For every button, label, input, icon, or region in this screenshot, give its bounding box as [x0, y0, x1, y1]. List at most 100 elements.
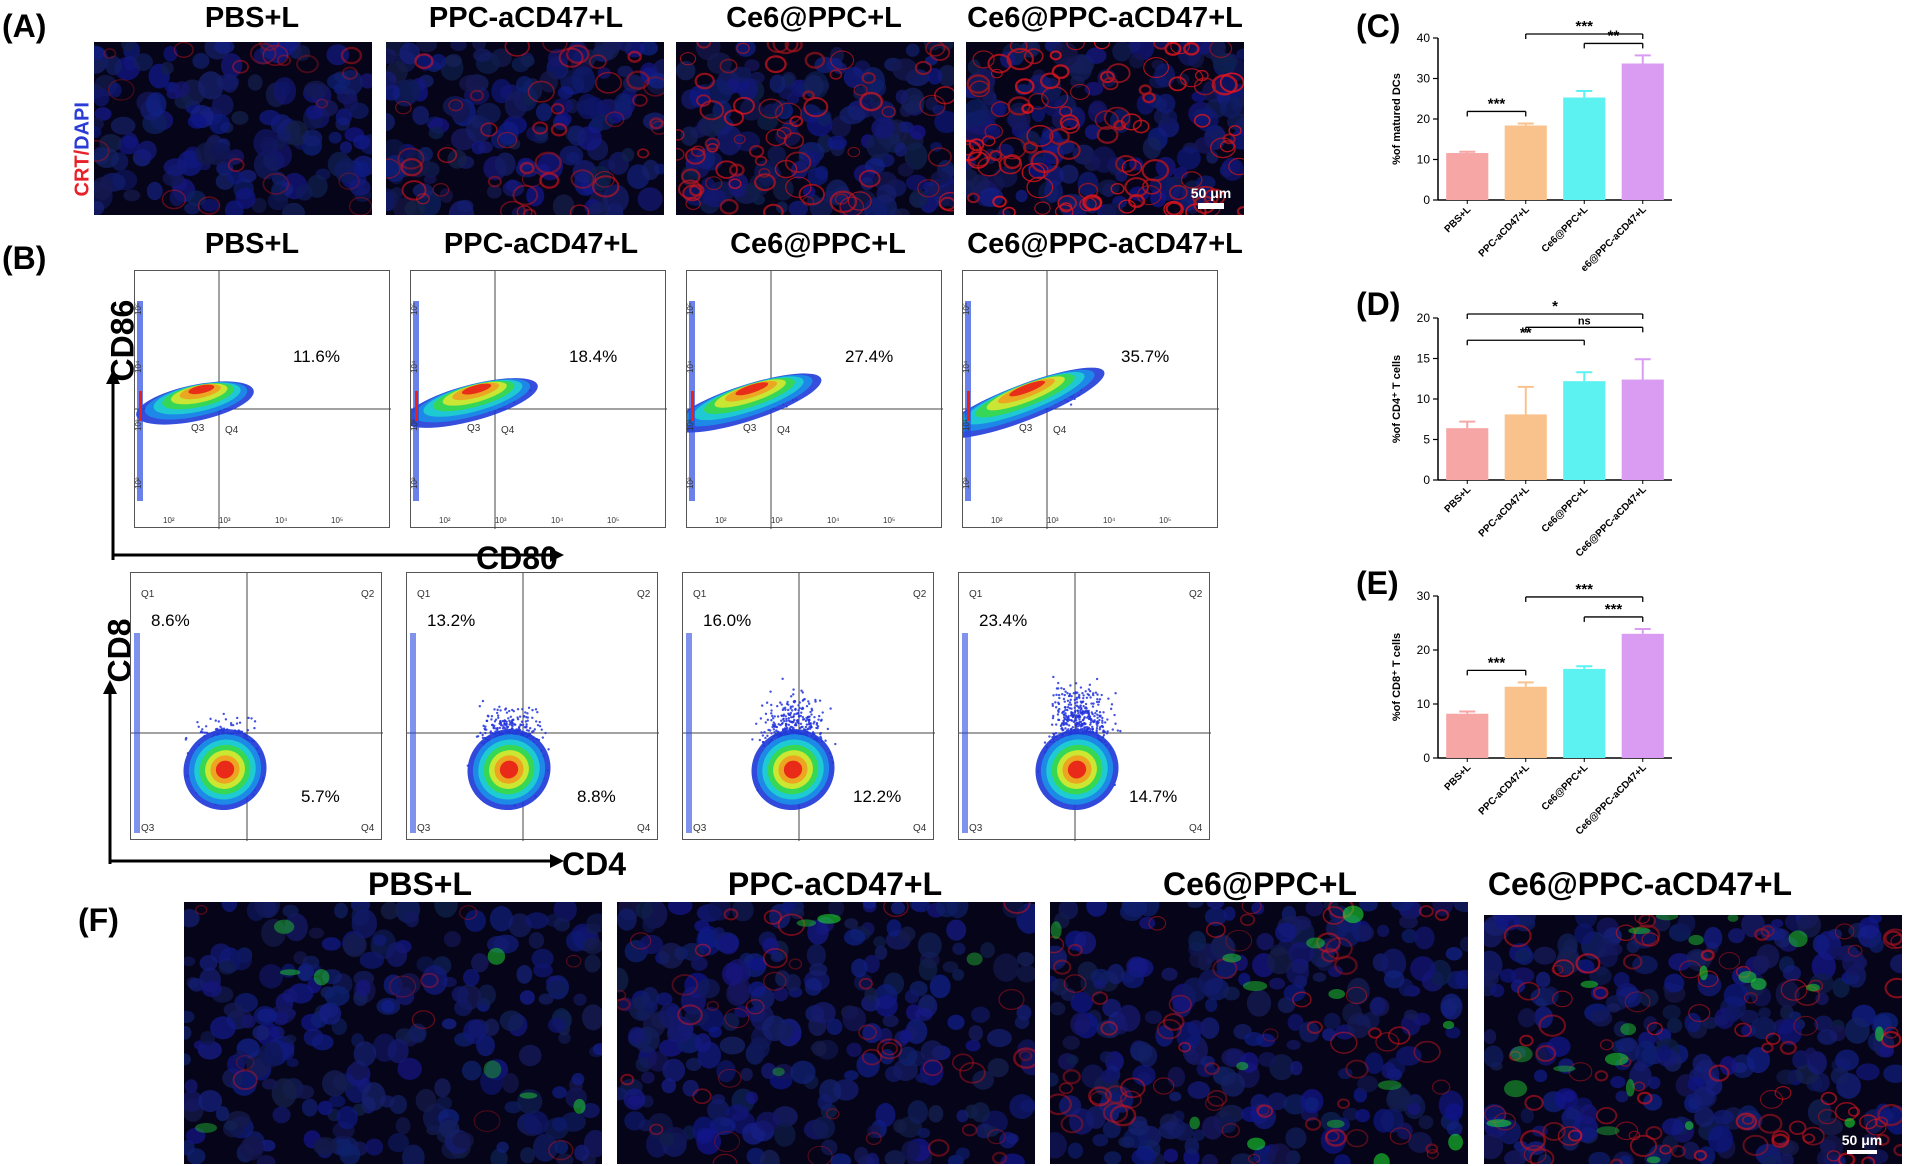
dc0-xtick-0: 10²	[163, 516, 175, 525]
dc3-ytick-0: 10²	[963, 477, 971, 489]
dc1-ytick-2: 10⁴	[411, 360, 419, 373]
panelE-sig-bracket-2	[1525, 596, 1644, 602]
panelC-bar-2	[1563, 97, 1606, 200]
tc3-q1-percent: 23.4%	[979, 611, 1028, 630]
panelC-ytick-4: 40	[1417, 31, 1431, 45]
panelA-title-1: PBS+L	[204, 2, 300, 34]
dc0-ytick-1: 10³	[135, 419, 143, 431]
panelD-sig-bracket-2	[1525, 326, 1644, 333]
panelE-bar-0	[1446, 713, 1489, 758]
panelC-errorbar-2	[1576, 90, 1593, 98]
panelB-t-plot-ce6ppc: Q1 Q2 Q3 Q4 16.0% 12.2%	[682, 572, 935, 841]
panelC-errorbar-3	[1634, 54, 1651, 64]
dc3-q3-label: Q3	[1019, 423, 1033, 434]
dc1-ytick-3: 10⁵	[411, 303, 419, 315]
panel-label-f: (F)	[78, 902, 119, 938]
panelD-bar-2	[1563, 381, 1606, 480]
panelE-sig-label-2: ***	[1575, 581, 1593, 598]
dc0-ytick-0: 10²	[135, 477, 143, 489]
panelE-ylabel: %of CD8⁺ T cells	[1391, 633, 1403, 721]
dc2-q4-label: Q4	[777, 425, 791, 436]
tc0-q4-percent: 5.7%	[301, 787, 340, 806]
panelE-errorbar-2	[1576, 665, 1593, 669]
dc3-q4-label: Q4	[1053, 425, 1067, 436]
panelD-sig-bracket-0	[1466, 339, 1585, 346]
panelA-scale-bar: 50 μm	[1186, 185, 1236, 209]
tc2-q1-percent: 16.0%	[703, 611, 752, 630]
dc0-q3-label: Q3	[191, 423, 205, 434]
panelA-title-4: Ce6@PPC-aCD47+L	[967, 2, 1243, 34]
dc3-xtick-2: 10⁴	[1103, 516, 1116, 525]
tc1-q4-percent: 8.8%	[577, 787, 616, 806]
dc0-ytick-3: 10⁵	[135, 303, 143, 315]
panelA-stain-part-2: DAPI	[71, 102, 94, 150]
tc3-q4-percent: 14.7%	[1129, 787, 1178, 806]
panelF-scale-bar: 50 μm	[1834, 1132, 1890, 1154]
panelB-dc-plot-ppc: 10² 10³ 10⁴ 10⁵ 10² 10³ 10⁴ 10⁵ Q3 Q4 18.4%	[410, 270, 667, 529]
panelD-bar-3	[1621, 379, 1664, 480]
panelD-bar-0	[1446, 428, 1489, 480]
panelA-image-ce6ppc	[676, 42, 954, 215]
panelD-sig-label-2: ns	[1578, 315, 1591, 327]
panelC-ytick-2: 20	[1417, 112, 1431, 126]
dc1-q4-label: Q4	[501, 425, 515, 436]
panelA-image-pbs	[94, 42, 372, 215]
panelF-image-ce6ppc	[1050, 902, 1468, 1164]
dc2-xtick-2: 10⁴	[827, 516, 840, 525]
panelB-title-1: PBS+L	[204, 228, 300, 260]
tc0-quad-q3: Q3	[141, 823, 155, 834]
tc0-quad-q4: Q4	[361, 823, 375, 834]
panelA-stain-label: CRT/DAPI	[71, 47, 95, 196]
panelC-errorbar-0	[1459, 150, 1476, 154]
tc2-quad-q3: Q3	[693, 823, 707, 834]
panelC-ytick-1: 10	[1417, 153, 1431, 167]
panelC-xlabel-2: Ce6@PPC+L	[1540, 204, 1591, 255]
panelD-ylabel: %of CD4⁺ T cells	[1391, 355, 1403, 443]
dc3-ytick-1: 10³	[963, 419, 971, 431]
panelC-ytick-3: 30	[1417, 72, 1431, 86]
panelF-image-ce6ppc-acd47: 50 μm	[1484, 915, 1902, 1164]
panelC-ytick-0: 0	[1423, 193, 1430, 207]
dc3-xtick-0: 10²	[991, 516, 1003, 525]
tc1-quad-q4: Q4	[637, 823, 651, 834]
tc0-quad-q2: Q2	[361, 589, 375, 600]
panelB-t-axis-arrows	[103, 680, 564, 868]
panelE-errorbar-1	[1517, 681, 1534, 687]
panelC-bar-3	[1621, 63, 1664, 200]
panelC-sig-label-2: ***	[1575, 20, 1593, 35]
dc1-ytick-0: 10²	[411, 477, 419, 489]
dc1-xtick-2: 10⁴	[551, 516, 564, 525]
dc0-q4-label: Q4	[225, 425, 239, 436]
dc2-ytick-3: 10⁵	[687, 303, 695, 315]
panel-label-c: (C)	[1356, 8, 1401, 44]
panelD-ytick-0: 0	[1423, 473, 1430, 487]
panelE-xlabel-2: Ce6@PPC+L	[1540, 762, 1591, 813]
panelC-xlabel-0: PBS+L	[1443, 204, 1474, 235]
panelB-x-axis-cd4: CD4	[562, 846, 627, 882]
dc2-ytick-0: 10²	[687, 477, 695, 489]
dc2-xtick-0: 10²	[715, 516, 727, 525]
panelC-bar-1	[1504, 125, 1547, 200]
panelD-sig-label-0: **	[1520, 324, 1532, 341]
panelC-sig-label-0: ***	[1488, 95, 1506, 112]
panelD-ytick-1: 5	[1423, 433, 1430, 447]
panelC-xlabel-3: e6@PPC-aCD47+L	[1579, 204, 1649, 274]
panelA-title-3: Ce6@PPC+L	[726, 2, 902, 34]
tc1-q1-percent: 13.2%	[427, 611, 476, 630]
panelB-title-4: Ce6@PPC-aCD47+L	[967, 228, 1243, 260]
tc2-quad-q4: Q4	[913, 823, 927, 834]
panelD-xlabel-2: Ce6@PPC+L	[1540, 484, 1591, 535]
tc3-quad-q2: Q2	[1189, 589, 1203, 600]
panelF-image-pbs	[184, 902, 602, 1164]
panelD-sig-label-1: *	[1552, 300, 1558, 315]
panelC-ylabel: %of matured DCs	[1391, 73, 1403, 165]
tc2-quad-q1: Q1	[693, 589, 707, 600]
panelB-dc-plot-ce6ppc: 10² 10³ 10⁴ 10⁵ 10² 10³ 10⁴ 10⁵ Q3 Q4 27.4%	[686, 270, 943, 529]
dc0-xtick-2: 10⁴	[275, 516, 288, 525]
dc2-ytick-1: 10³	[687, 419, 695, 431]
tc0-q1-percent: 8.6%	[151, 611, 190, 630]
dc2-xtick-1: 10³	[771, 516, 783, 525]
panelA-stain-part-1: /	[71, 149, 94, 156]
panelE-bar-3	[1621, 633, 1664, 758]
dc2-ytick-2: 10⁴	[687, 360, 695, 373]
